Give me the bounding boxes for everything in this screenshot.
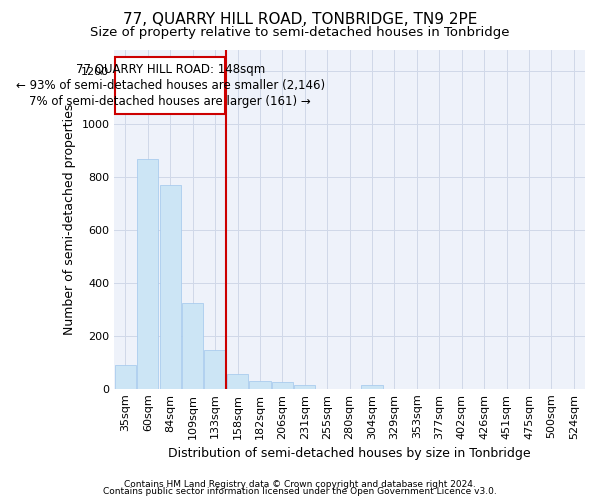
Text: 7% of semi-detached houses are larger (161) →: 7% of semi-detached houses are larger (1… xyxy=(29,94,311,108)
Bar xyxy=(115,365,136,389)
Text: Contains public sector information licensed under the Open Government Licence v3: Contains public sector information licen… xyxy=(103,488,497,496)
Bar xyxy=(137,158,158,389)
Text: Size of property relative to semi-detached houses in Tonbridge: Size of property relative to semi-detach… xyxy=(90,26,510,39)
Text: 77 QUARRY HILL ROAD: 148sqm: 77 QUARRY HILL ROAD: 148sqm xyxy=(76,62,265,76)
X-axis label: Distribution of semi-detached houses by size in Tonbridge: Distribution of semi-detached houses by … xyxy=(168,447,531,460)
Text: 77, QUARRY HILL ROAD, TONBRIDGE, TN9 2PE: 77, QUARRY HILL ROAD, TONBRIDGE, TN9 2PE xyxy=(123,12,477,28)
Bar xyxy=(272,382,293,389)
Y-axis label: Number of semi-detached properties: Number of semi-detached properties xyxy=(62,104,76,335)
Bar xyxy=(249,381,271,389)
FancyBboxPatch shape xyxy=(115,56,225,114)
Bar xyxy=(227,374,248,389)
Bar xyxy=(294,386,316,389)
Text: ← 93% of semi-detached houses are smaller (2,146): ← 93% of semi-detached houses are smalle… xyxy=(16,78,325,92)
Bar xyxy=(160,185,181,389)
Bar xyxy=(205,350,226,389)
Text: Contains HM Land Registry data © Crown copyright and database right 2024.: Contains HM Land Registry data © Crown c… xyxy=(124,480,476,489)
Bar xyxy=(182,303,203,389)
Bar xyxy=(361,385,383,389)
